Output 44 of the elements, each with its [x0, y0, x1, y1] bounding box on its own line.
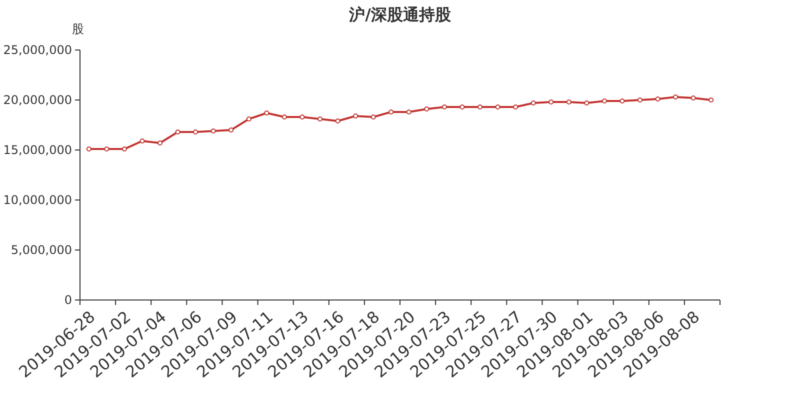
- point: [282, 114, 287, 120]
- point: [300, 114, 305, 120]
- point: [158, 140, 162, 146]
- chart-title: 沪/深股通持股: [348, 5, 452, 24]
- y-tick-label: 5,000,000: [10, 243, 72, 258]
- point: [140, 138, 145, 144]
- point: [335, 118, 340, 124]
- point: [228, 128, 234, 132]
- point: [246, 116, 252, 122]
- point: [104, 146, 110, 152]
- point: [708, 98, 714, 102]
- point: [638, 98, 642, 102]
- point: [495, 104, 500, 110]
- point: [566, 100, 572, 104]
- point: [175, 130, 180, 134]
- point: [548, 100, 554, 104]
- point: [460, 104, 465, 110]
- point: [655, 96, 660, 102]
- point: [370, 114, 376, 120]
- point: [602, 98, 607, 104]
- point: [193, 130, 198, 134]
- point: [264, 110, 270, 116]
- y-tick-label: 0: [64, 293, 72, 308]
- point: [388, 110, 394, 114]
- y-tick-label: 25,000,000: [3, 43, 72, 58]
- point: [353, 114, 358, 118]
- y-axis-title: 股: [72, 22, 84, 36]
- point: [584, 100, 590, 106]
- point: [86, 146, 92, 152]
- point: [424, 106, 430, 112]
- y-tick-label: 15,000,000: [3, 143, 72, 158]
- point: [210, 128, 216, 134]
- point: [318, 116, 322, 122]
- point: [530, 100, 536, 106]
- point: [690, 96, 696, 100]
- point: [406, 110, 412, 114]
- point: [673, 94, 678, 100]
- point: [478, 104, 482, 110]
- point: [620, 98, 625, 104]
- point: [122, 146, 127, 152]
- y-tick-label: 10,000,000: [3, 193, 72, 208]
- point: [513, 104, 518, 110]
- point: [442, 104, 447, 110]
- y-tick-label: 20,000,000: [3, 93, 72, 108]
